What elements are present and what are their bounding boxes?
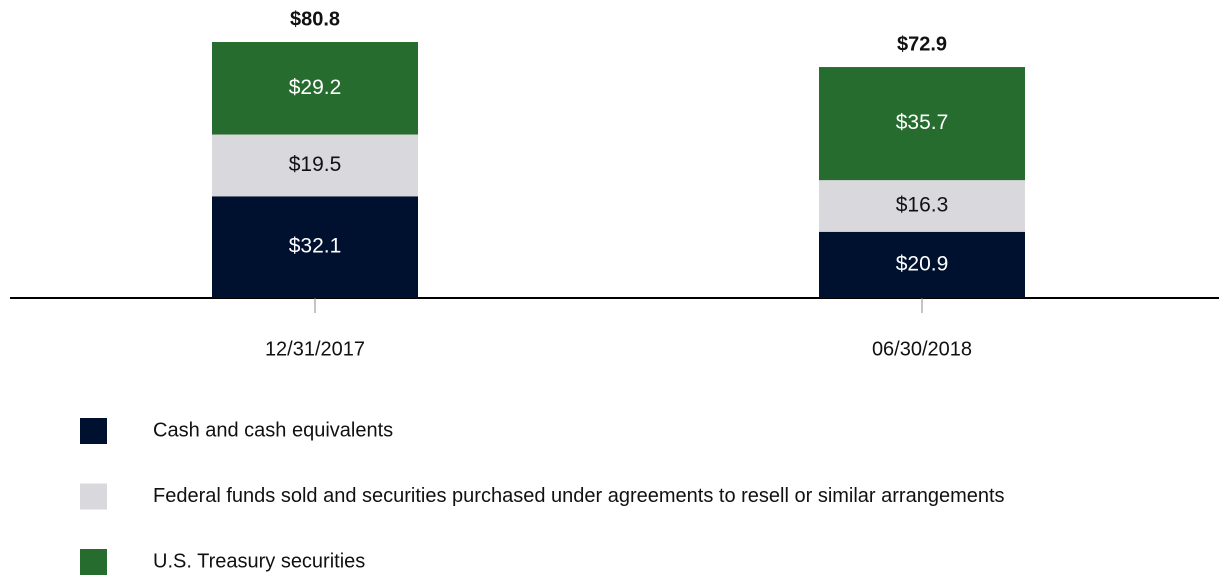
value-label: $35.7 xyxy=(896,111,949,134)
bar-segment xyxy=(819,231,1025,298)
total-label: $80.8 xyxy=(290,8,340,30)
legend-label: Federal funds sold and securities purcha… xyxy=(153,485,1005,507)
bar-segment xyxy=(819,180,1025,232)
x-tick-label: 06/30/2018 xyxy=(872,338,972,360)
bar-segment xyxy=(212,42,418,135)
value-label: $19.5 xyxy=(289,153,342,176)
value-label: $16.3 xyxy=(896,194,949,217)
bar-segment xyxy=(819,67,1025,181)
legend-swatch xyxy=(80,549,107,575)
value-label: $29.2 xyxy=(289,76,342,99)
total-label: $72.9 xyxy=(897,33,947,55)
bar-segment xyxy=(212,134,418,197)
value-label: $20.9 xyxy=(896,252,949,275)
legend-swatch xyxy=(80,483,107,510)
bar-segment xyxy=(212,196,418,298)
legend-swatch xyxy=(80,418,107,444)
legend-label: U.S. Treasury securities xyxy=(153,550,365,572)
value-label: $32.1 xyxy=(289,235,342,258)
x-tick-label: 12/31/2017 xyxy=(265,338,365,360)
legend-label: Cash and cash equivalents xyxy=(153,419,393,441)
